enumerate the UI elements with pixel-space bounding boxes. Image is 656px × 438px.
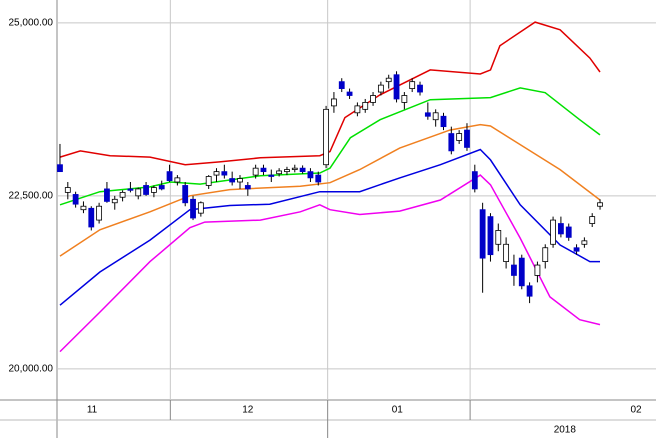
y-tick-label: 25,000.00 <box>9 17 54 28</box>
candle-body <box>432 112 439 121</box>
candle-body <box>456 133 463 141</box>
year-label: 2018 <box>554 425 577 436</box>
candle-body <box>487 216 494 256</box>
candle-body <box>119 191 126 198</box>
candle-body <box>190 198 196 219</box>
x-tick-label: 11 <box>87 405 98 416</box>
candle-body <box>479 209 486 259</box>
band-line <box>59 21 601 166</box>
candle-body <box>284 169 290 173</box>
x-tick-label: 01 <box>392 405 404 416</box>
candle-body <box>401 95 408 103</box>
candle-body <box>174 177 181 183</box>
candle-body <box>542 247 549 262</box>
candle-body <box>518 257 525 287</box>
candle-body <box>72 194 79 205</box>
candle-body <box>377 84 384 93</box>
candle-body <box>581 240 588 245</box>
candle-body <box>331 98 337 107</box>
candle-body <box>291 167 298 170</box>
candle-body <box>354 105 361 114</box>
candle-body <box>573 247 580 252</box>
candle-body <box>111 198 118 204</box>
candle-body <box>205 176 212 186</box>
candle-body <box>550 219 556 245</box>
candle-body <box>424 112 431 117</box>
candle-body <box>440 115 447 128</box>
candle-body <box>166 171 173 182</box>
candle-body <box>96 205 103 221</box>
candle-body <box>135 188 142 197</box>
candle-body <box>315 174 322 183</box>
candle-body <box>511 264 517 276</box>
candle-body <box>558 223 564 235</box>
candle-body <box>197 202 204 214</box>
candle-body <box>346 91 353 96</box>
candle-body <box>260 167 267 173</box>
candle-body <box>362 102 369 110</box>
candle-body <box>244 185 251 190</box>
candle-body <box>158 185 165 190</box>
candle-body <box>338 81 345 89</box>
candle-body <box>307 171 314 179</box>
candle-body <box>252 167 259 176</box>
candle-body <box>88 207 95 228</box>
candle-body <box>409 81 416 89</box>
band-line <box>59 148 600 306</box>
candle-body <box>268 174 275 177</box>
candle-body <box>471 171 478 190</box>
candle-body <box>143 185 149 195</box>
x-tick-label: 02 <box>630 405 642 416</box>
candle-body <box>229 178 236 183</box>
candle-body <box>299 167 306 173</box>
candle-body <box>393 74 400 100</box>
candle-body <box>370 95 376 103</box>
candle-body <box>64 187 71 193</box>
y-tick-label: 20,000.00 <box>9 363 54 374</box>
candle-body <box>464 129 470 148</box>
candle-body <box>127 188 134 191</box>
candle-body <box>221 171 228 176</box>
candle-body <box>565 226 572 238</box>
candle-body <box>495 230 502 245</box>
candle-body <box>534 264 541 276</box>
candle-body <box>597 202 603 207</box>
candle-body <box>526 285 533 297</box>
candle-body <box>237 178 243 183</box>
candle-body <box>213 171 220 176</box>
candle-body <box>80 205 87 211</box>
band-line <box>59 123 601 257</box>
candle-body <box>104 188 110 202</box>
candle-body <box>589 216 596 224</box>
x-tick-label: 12 <box>242 405 254 416</box>
band-line <box>59 87 601 206</box>
candle-body <box>417 84 423 93</box>
candle-body <box>182 185 189 204</box>
candle-body <box>503 243 510 262</box>
candle-body <box>385 77 392 83</box>
candle-body <box>276 170 283 175</box>
candle-body <box>448 133 455 152</box>
band-line <box>59 174 601 353</box>
y-tick-label: 22,500.00 <box>9 190 54 201</box>
candle-body <box>57 164 63 173</box>
candle-body <box>150 187 157 193</box>
candle-body <box>323 108 329 166</box>
